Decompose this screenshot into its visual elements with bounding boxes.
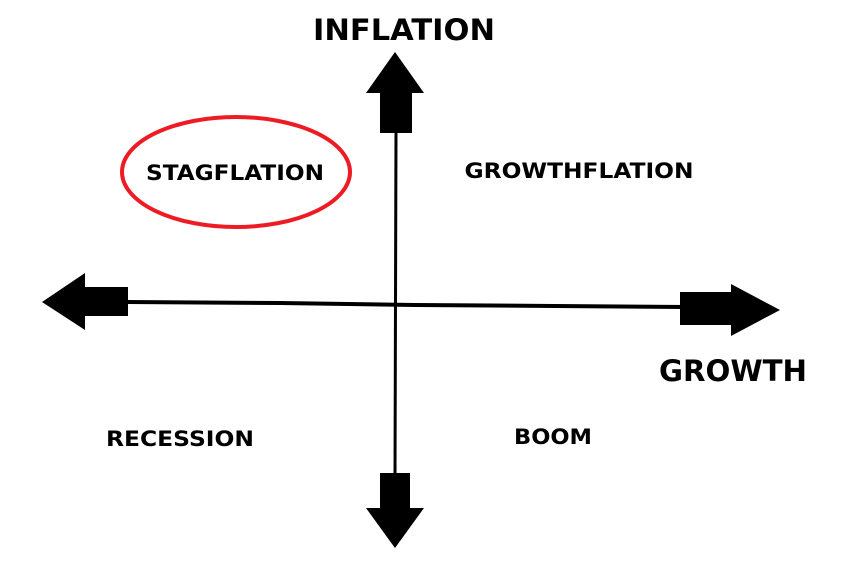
quadrant-label-boom: BOOM <box>514 425 592 449</box>
inflation-axis-label: INFLATION <box>313 13 495 47</box>
left-arrow-icon <box>42 273 128 330</box>
stagflation-highlight-ellipse <box>120 115 352 229</box>
quadrant-label-stagflation: STAGFLATION <box>146 161 324 185</box>
quadrant-label-growthflation: GROWTHFLATION <box>465 159 694 183</box>
right-arrow-icon <box>680 284 780 336</box>
horizontal-axis <box>42 273 780 336</box>
down-arrow-icon <box>366 473 424 548</box>
vertical-axis <box>366 52 424 548</box>
quadrant-label-recession: RECESSION <box>106 427 254 451</box>
up-arrow-icon <box>366 52 424 133</box>
growth-axis-label: GROWTH <box>659 354 807 388</box>
